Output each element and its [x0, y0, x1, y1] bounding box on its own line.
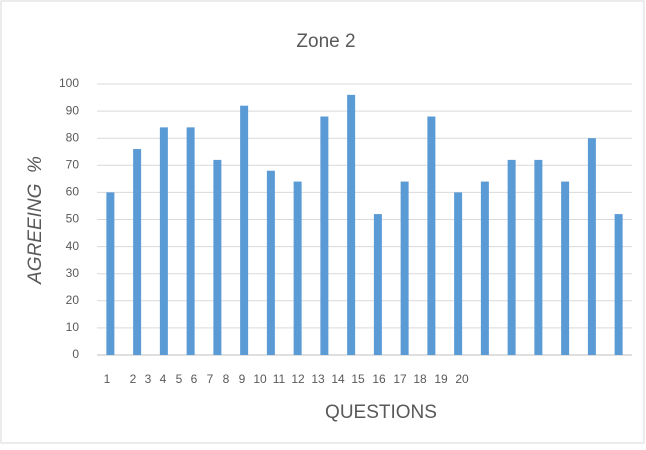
- x-tick-label: 8: [223, 372, 230, 386]
- x-tick-label: 20: [455, 372, 469, 386]
- y-tick-label: 50: [66, 212, 80, 226]
- x-tick-label: 13: [311, 372, 325, 386]
- y-tick-label: 30: [66, 266, 80, 280]
- x-tick-label: 17: [393, 372, 407, 386]
- y-tick-label: 90: [66, 103, 80, 117]
- x-tick-label: 16: [372, 372, 386, 386]
- x-tick-label: 19: [434, 372, 448, 386]
- x-tick-label: 7: [207, 372, 214, 386]
- bar: [480, 181, 489, 355]
- y-tick-label: 10: [66, 320, 80, 334]
- x-tick-label: 1: [104, 372, 111, 386]
- bar: [320, 116, 329, 356]
- y-tick-label: 40: [66, 239, 80, 253]
- y-tick-label: 60: [66, 185, 80, 199]
- bar: [213, 159, 222, 355]
- bar: [240, 105, 249, 356]
- x-tick-label: 2: [130, 372, 137, 386]
- bar: [293, 181, 302, 355]
- bar: [186, 127, 195, 355]
- y-tick-label: 80: [66, 130, 80, 144]
- x-tick-label: 10: [253, 372, 267, 386]
- bar: [587, 138, 596, 355]
- bar: [106, 192, 115, 355]
- x-tick-label: 15: [351, 372, 365, 386]
- y-axis-label: AGREEING %: [25, 156, 46, 285]
- bar: [454, 192, 463, 355]
- y-tick-label: 70: [66, 157, 80, 171]
- bar: [400, 181, 409, 355]
- x-tick-label: 4: [160, 372, 167, 386]
- bar: [347, 94, 356, 355]
- bar: [159, 127, 168, 355]
- bar: [373, 214, 382, 355]
- x-axis-label: QUESTIONS: [325, 402, 437, 423]
- bar: [561, 181, 570, 355]
- y-tick-label: 20: [66, 293, 80, 307]
- bar: [133, 149, 142, 355]
- bar: [266, 170, 275, 355]
- bar: [534, 159, 543, 355]
- y-tick-label: 100: [59, 76, 79, 90]
- y-tick-label: 0: [72, 347, 79, 361]
- x-tick-label: 5: [176, 372, 183, 386]
- chart-title: Zone 2: [296, 31, 355, 52]
- x-tick-label: 9: [239, 372, 246, 386]
- bar: [507, 159, 516, 355]
- x-tick-label: 11: [273, 372, 286, 386]
- x-tick-label: 3: [145, 372, 152, 386]
- x-tick-label: 14: [331, 372, 345, 386]
- x-tick-label: 6: [191, 372, 198, 386]
- bar: [614, 214, 623, 355]
- bar: [427, 116, 436, 356]
- x-tick-label: 12: [291, 372, 305, 386]
- x-tick-label: 18: [413, 372, 427, 386]
